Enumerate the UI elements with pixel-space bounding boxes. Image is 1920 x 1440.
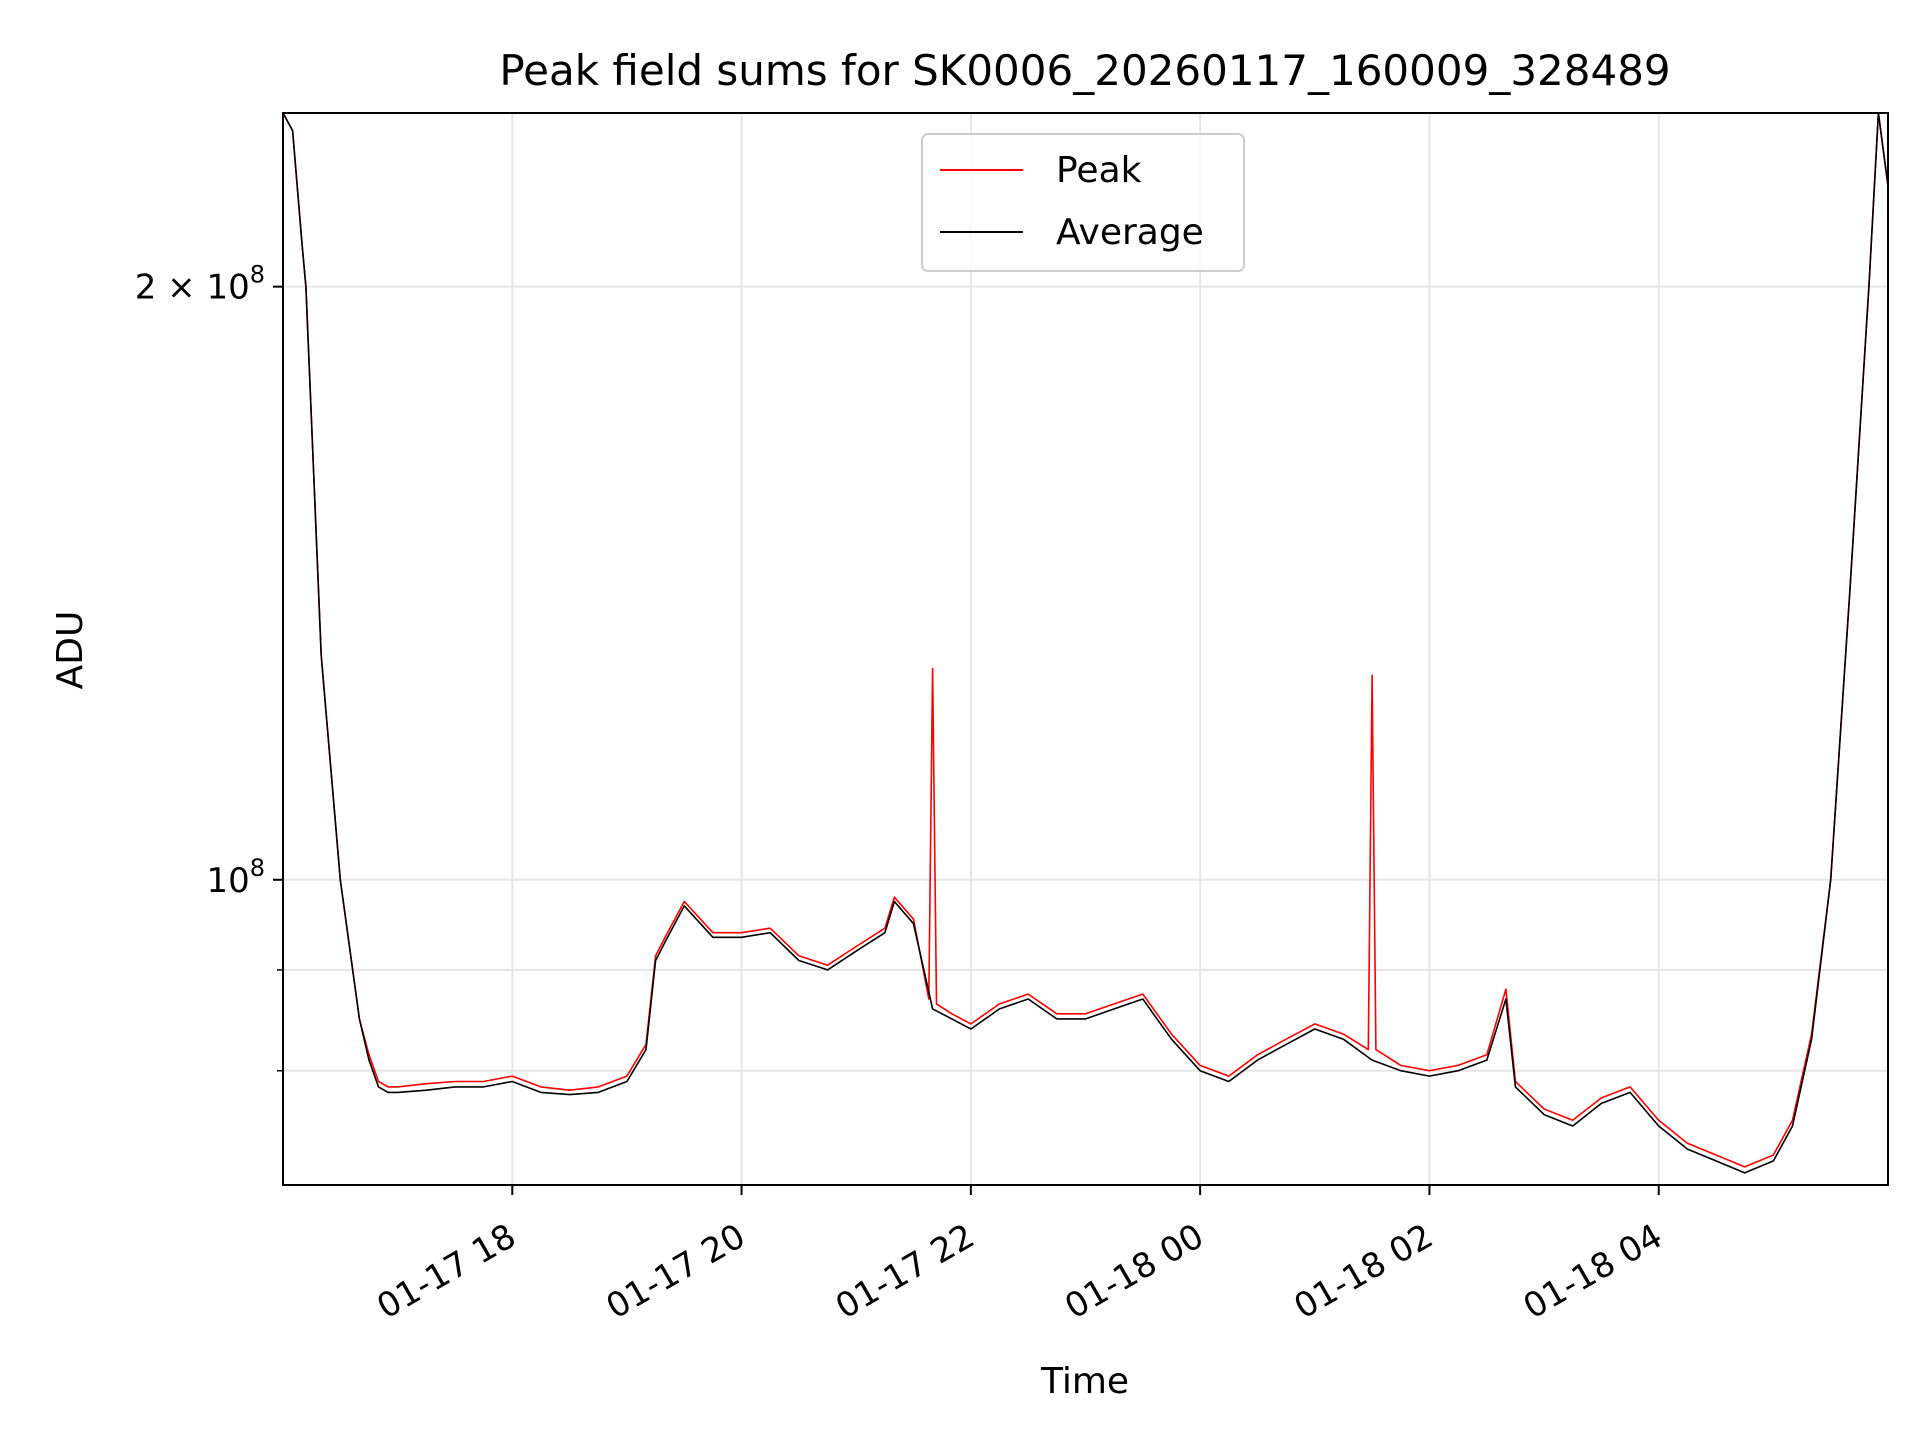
series-line-peak (282, 112, 1889, 1168)
legend: Peak Average (921, 133, 1245, 272)
legend-label-peak: Peak (1056, 150, 1142, 191)
chart-title: Peak field sums for SK0006_20260117_1600… (499, 46, 1670, 95)
y-tick-label: 2 × 108 (135, 261, 265, 308)
grid (283, 113, 1888, 1185)
series-line-average (282, 112, 1889, 1174)
y-tick-label: 108 (206, 854, 265, 901)
y-axis-label: ADU (50, 611, 91, 690)
plot-area (282, 112, 1889, 1174)
legend-box (921, 133, 1245, 272)
y-axis: 108 2 × 108 (135, 261, 283, 1072)
legend-label-average: Average (1056, 212, 1204, 253)
x-axis-label: Time (1040, 1361, 1129, 1402)
axes-frame (282, 112, 1889, 1186)
